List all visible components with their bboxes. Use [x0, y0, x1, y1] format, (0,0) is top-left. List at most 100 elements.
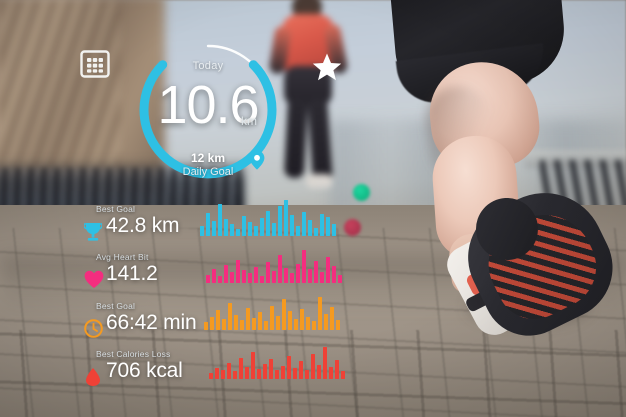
- bar: [272, 271, 276, 283]
- stat-row-heart-rate[interactable]: Avg Heart Bit 141.2: [84, 252, 354, 298]
- star-icon[interactable]: [312, 52, 342, 82]
- dot-green: [353, 184, 370, 201]
- bar: [314, 228, 318, 236]
- trophy-icon: [83, 222, 103, 242]
- bar-chart-calories: [209, 344, 345, 379]
- foreground-runner-leg: [372, 0, 626, 352]
- stat-value-duration: 66:42 min: [106, 311, 197, 334]
- bar: [252, 318, 256, 330]
- bar: [242, 216, 246, 236]
- bar: [236, 229, 240, 236]
- stat-label-calories: Best Calories Loss: [96, 349, 171, 359]
- bar: [240, 320, 244, 330]
- bar: [266, 262, 270, 283]
- bar: [293, 368, 297, 379]
- bar: [275, 370, 279, 379]
- bar: [212, 221, 216, 236]
- bar: [282, 299, 286, 330]
- bar: [206, 275, 210, 283]
- bar: [308, 220, 312, 236]
- bar: [290, 215, 294, 236]
- bar: [300, 309, 304, 330]
- bar: [245, 367, 249, 379]
- bar: [224, 265, 228, 283]
- gauge-goal-value: 12 km: [190, 151, 226, 165]
- bar: [318, 297, 322, 330]
- bar: [230, 272, 234, 283]
- bar: [332, 266, 336, 283]
- bar: [200, 226, 204, 236]
- bar: [212, 269, 216, 283]
- stat-row-calories[interactable]: Best Calories Loss 706 kcal: [84, 349, 354, 395]
- bar: [222, 319, 226, 330]
- bar: [239, 358, 243, 379]
- bar: [215, 368, 219, 379]
- bar: [216, 310, 220, 330]
- bar: [324, 314, 328, 330]
- bar: [320, 272, 324, 283]
- bar: [224, 219, 228, 236]
- bar: [306, 317, 310, 330]
- bar: [290, 273, 294, 283]
- bar: [294, 319, 298, 330]
- bar: [305, 370, 309, 379]
- bar: [246, 308, 250, 330]
- bar: [210, 317, 214, 330]
- clock-icon: [84, 319, 103, 339]
- bar: [228, 303, 232, 330]
- bar: [326, 257, 330, 283]
- bar: [323, 347, 327, 379]
- bar: [288, 311, 292, 330]
- bar: [317, 365, 321, 379]
- bar: [314, 261, 318, 283]
- bar: [278, 255, 282, 283]
- gauge-period-label: Today: [192, 60, 224, 72]
- bar: [260, 218, 264, 236]
- bar: [284, 268, 288, 283]
- bar: [254, 267, 258, 283]
- bar: [270, 306, 274, 330]
- bar: [336, 320, 340, 330]
- bar: [269, 359, 273, 379]
- bar: [332, 224, 336, 236]
- bar: [302, 250, 306, 283]
- calendar-icon[interactable]: [80, 50, 110, 78]
- bar: [272, 223, 276, 236]
- bar: [312, 321, 316, 330]
- bar: [218, 276, 222, 283]
- bar: [329, 367, 333, 379]
- gauge-value: 10.6: [157, 75, 259, 135]
- bar-chart-distance: [200, 198, 336, 236]
- daily-distance-gauge[interactable]: Today 10.6 km 12 km Daily Goal: [136, 38, 280, 182]
- heart-icon: [84, 270, 104, 290]
- bar: [254, 226, 258, 236]
- bar: [218, 204, 222, 236]
- bar: [311, 354, 315, 379]
- bar: [341, 371, 345, 379]
- bar-chart-duration: [204, 295, 340, 330]
- stat-value-heart-rate: 141.2: [106, 262, 158, 285]
- stat-row-duration[interactable]: Best Goal 66:42 min: [84, 301, 354, 347]
- bar: [209, 373, 213, 379]
- bar: [204, 322, 208, 330]
- gauge-unit: km: [241, 114, 257, 128]
- bar: [320, 214, 324, 236]
- bar: [281, 366, 285, 379]
- bar: [234, 315, 238, 330]
- bar: [260, 276, 264, 283]
- bar: [221, 370, 225, 379]
- bar: [264, 321, 268, 330]
- bar: [227, 363, 231, 379]
- bar: [284, 200, 288, 236]
- bar: [242, 270, 246, 283]
- stat-row-distance[interactable]: Best Goal 42.8 km: [83, 204, 354, 250]
- bar: [299, 361, 303, 379]
- stat-label-distance: Best Goal: [96, 204, 136, 214]
- bar: [335, 360, 339, 379]
- stat-value-calories: 706 kcal: [106, 359, 183, 382]
- stat-label-heart-rate: Avg Heart Bit: [96, 252, 149, 262]
- bar: [230, 224, 234, 236]
- bar: [326, 217, 330, 236]
- bar: [338, 275, 342, 283]
